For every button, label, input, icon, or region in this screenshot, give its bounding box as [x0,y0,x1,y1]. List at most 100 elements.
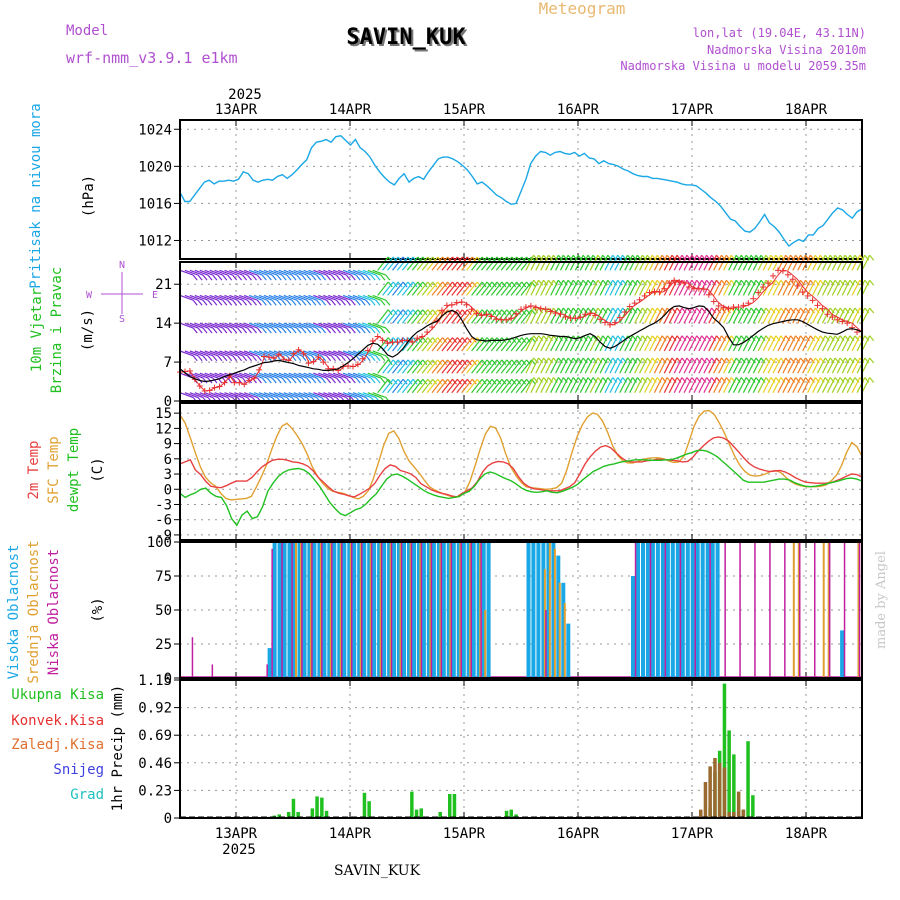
wind-barb [357,294,372,301]
wind-barb-flag [355,377,361,384]
wind-barb-flag [316,299,322,306]
wind-barb-flag [456,378,462,385]
wind-barb [258,294,273,301]
wind-barb [406,359,419,374]
precip-legend-snow: Snijeg [53,762,104,778]
wind-barb [693,335,703,352]
cloud-bar-low [858,542,861,678]
wind-barb-flag [516,309,522,316]
wind-barb [846,307,856,324]
wind-barb [609,335,619,352]
wind-barb [401,378,414,394]
wind-barb [599,335,609,352]
wind-barb [851,377,861,393]
wind-barb [644,335,653,352]
wind-barb-flag [476,281,482,288]
wind-barb-flag [461,359,467,366]
wind-barb [214,392,228,399]
wind-barb-flag [461,309,467,316]
wind-barb [836,279,846,296]
wind-barb [559,357,569,374]
cloud-bar-high [551,542,556,678]
wind-barb-flag [247,355,252,362]
wind-barb [406,281,419,296]
wind-barb-flag [407,281,413,288]
wind-barb-flag [521,378,527,385]
wind-barb [288,269,303,276]
wind-barb-flag [301,377,307,384]
wind-barb [347,350,362,357]
wind-barb [239,294,253,301]
wind-barb [248,294,263,301]
wind-barb [856,377,866,393]
wind-barb [194,392,209,399]
wind-barb [812,335,821,352]
y-tick-label: 50 [155,603,172,619]
wind-barb [802,377,811,393]
wind-barb [732,307,742,324]
wind-barb [639,377,648,393]
cloud-label-1: Visoka Oblacnost [6,545,22,680]
wind-barb [836,335,846,352]
wind-barb [767,307,777,324]
wind-barb-flag [306,274,312,281]
top-day-label: 13APR [215,102,258,118]
wind-barb-flag [437,359,443,366]
wind-barb [396,309,409,324]
wind-barb [313,350,327,357]
wind-unit: (m/s) [80,309,96,351]
wind-barb-flag [306,299,312,306]
precip-bar-total [320,797,324,818]
wind-barb-flag [222,299,228,306]
wind-barb [199,392,214,399]
cloud-bar-high [466,542,471,678]
wind-barb [648,307,658,324]
wind-barb-flag [422,309,428,316]
wind-barb [653,279,663,296]
wind-barb [678,307,688,324]
wind-barb [308,294,322,301]
cloud-bar-high [407,542,411,678]
compass-w: W [86,290,93,301]
cloud-bar-mid [319,542,322,678]
wind-barb-flag [291,299,297,306]
wind-barb-flag [321,355,327,362]
wind-barb [535,335,545,352]
wind-barb-flag [375,299,381,306]
precip-legend-conv: Konvek.Kisa [11,713,104,729]
wind-barb [199,372,214,379]
precip-bar-total [296,812,300,818]
wind-barb [387,309,399,324]
wind-barb [772,279,782,296]
wind-barb [535,377,545,393]
wind-barb-flag [417,281,423,288]
wind-barb-flag [350,274,356,281]
cloud-bar-high [675,542,680,678]
wind-barb-flag [370,327,376,334]
station-title-shadow: SAVIN_KUK [348,27,468,52]
wind-barb [752,357,762,374]
wind-barb [278,269,293,276]
cloud-bar-high [541,542,546,678]
wind-barb [303,392,317,399]
wind-barb [604,377,614,393]
cloud-bar-mid [439,542,442,678]
wind-barb [179,322,194,329]
wind-barb [372,269,387,276]
wind-barb [293,269,308,276]
wind-barb [411,378,424,394]
wind-barb-flag [506,281,512,288]
wind-barb [624,357,634,374]
compass-s: S [119,314,125,325]
wind-barb [831,307,841,324]
wind-barb [431,378,444,394]
wind-barb [184,350,199,357]
wind-barb-flag [869,307,875,314]
wind-barb [584,357,594,374]
wind-barb [273,350,288,357]
wind-barb [189,294,204,301]
wind-barb [816,377,826,393]
wind-barb [732,335,742,352]
wind-barb [826,307,836,324]
cloud-bar-mid [369,542,372,678]
